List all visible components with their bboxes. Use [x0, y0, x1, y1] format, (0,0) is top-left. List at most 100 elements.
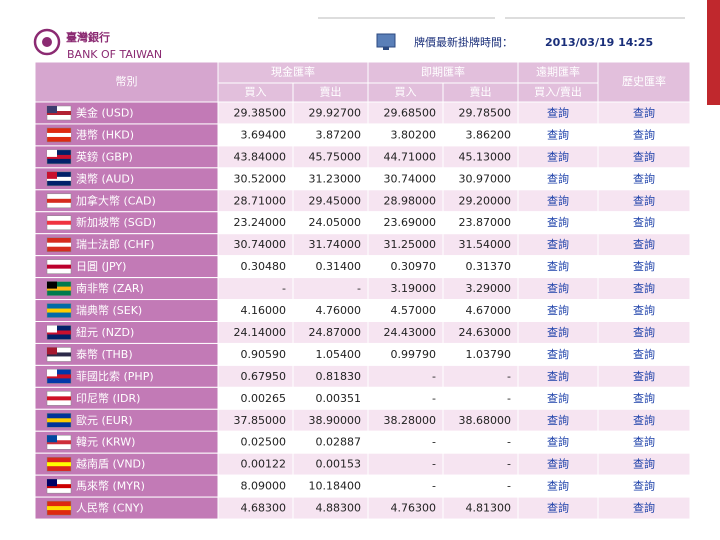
query-link[interactable]: 查詢: [633, 193, 655, 207]
flag-icon: [46, 456, 72, 472]
rate-value: 31.54000: [459, 238, 512, 251]
rate-value: 23.24000: [234, 216, 287, 229]
rate-value: 0.00122: [241, 458, 287, 471]
rate-value: 4.57000: [391, 304, 437, 317]
query-link[interactable]: 查詢: [547, 501, 569, 515]
rate-value: 29.45000: [309, 194, 362, 207]
query-link[interactable]: 查詢: [633, 281, 655, 295]
currency-name: 加拿大幣 (CAD): [76, 193, 156, 207]
query-link[interactable]: 查詢: [633, 105, 655, 119]
rate-value: 1.05400: [316, 348, 362, 361]
currency-name: 泰幣 (THB): [76, 347, 133, 361]
query-link[interactable]: 查詢: [547, 193, 569, 207]
query-link[interactable]: 查詢: [547, 281, 569, 295]
flag-icon: [46, 281, 72, 296]
query-link[interactable]: 查詢: [547, 237, 569, 251]
query-link[interactable]: 查詢: [633, 325, 655, 339]
rate-value: 0.81830: [316, 370, 362, 383]
header-cell: 幣別: [116, 75, 138, 88]
flag-canton: [47, 106, 57, 113]
rate-value: -: [282, 282, 286, 295]
rate-value: 31.74000: [309, 238, 362, 251]
rate-value: 23.69000: [384, 216, 437, 229]
rate-value: 31.23000: [309, 172, 362, 185]
rate-value: 3.87200: [316, 128, 362, 141]
rate-value: 4.76300: [391, 502, 437, 515]
query-link[interactable]: 查詢: [633, 391, 655, 405]
rate-value: 45.13000: [459, 150, 512, 163]
cell: [597, 496, 691, 520]
query-link[interactable]: 查詢: [547, 413, 569, 427]
query-link[interactable]: 查詢: [633, 215, 655, 229]
rate-value: -: [432, 458, 436, 471]
flag-icon: [46, 500, 72, 516]
rate-value: 38.28000: [384, 414, 437, 427]
query-link[interactable]: 查詢: [547, 325, 569, 339]
flag-icon: [46, 127, 72, 143]
rate-value: 29.78500: [459, 106, 512, 119]
rate-value: 3.19000: [391, 282, 437, 295]
query-link[interactable]: 查詢: [547, 171, 569, 185]
rate-value: 10.18400: [309, 480, 362, 493]
query-link[interactable]: 查詢: [547, 369, 569, 383]
rate-value: 0.00265: [241, 392, 287, 405]
rate-value: 0.02500: [241, 436, 287, 449]
flag-icon: [46, 105, 72, 121]
rate-value: 37.85000: [234, 414, 287, 427]
rate-value: 4.76000: [316, 304, 362, 317]
rate-value: -: [357, 282, 361, 295]
flag-icon: [46, 259, 72, 274]
query-link[interactable]: 查詢: [633, 303, 655, 317]
query-link[interactable]: 查詢: [633, 127, 655, 141]
flag-icon: [46, 478, 72, 494]
query-link[interactable]: 查詢: [633, 479, 655, 493]
query-link[interactable]: 查詢: [633, 171, 655, 185]
rate-value: 24.05000: [309, 216, 362, 229]
query-link[interactable]: 查詢: [547, 215, 569, 229]
monitor-icon: [376, 33, 396, 50]
rate-value: -: [507, 436, 511, 449]
query-link[interactable]: 查詢: [633, 369, 655, 383]
query-link[interactable]: 查詢: [547, 259, 569, 273]
currency-name: 日圓 (JPY): [76, 260, 126, 273]
subheader-cell: 賣出: [320, 85, 342, 99]
rate-value: 0.30970: [391, 260, 437, 273]
query-link[interactable]: 查詢: [633, 347, 655, 361]
rate-value: 24.87000: [309, 326, 362, 339]
accent-bar: [707, 0, 720, 105]
query-link[interactable]: 查詢: [547, 105, 569, 119]
query-link[interactable]: 查詢: [547, 303, 569, 317]
flag-icon: [46, 413, 72, 428]
query-link[interactable]: 查詢: [547, 479, 569, 493]
query-link[interactable]: 查詢: [633, 259, 655, 273]
currency-name: 紐元 (NZD): [76, 326, 134, 339]
rate-value: 4.67000: [466, 304, 512, 317]
rate-value: 3.69400: [241, 128, 287, 141]
query-link[interactable]: 查詢: [633, 237, 655, 251]
query-link[interactable]: 查詢: [547, 457, 569, 471]
rate-value: 1.03790: [466, 348, 512, 361]
rate-value: 24.43000: [384, 326, 437, 339]
logo-subtitle: BANK OF TAIWAN: [67, 48, 162, 61]
query-link[interactable]: 查詢: [547, 149, 569, 163]
query-link[interactable]: 查詢: [633, 413, 655, 427]
query-link[interactable]: 查詢: [547, 435, 569, 449]
rate-value: 3.80200: [391, 128, 437, 141]
currency-name: 澳幣 (AUD): [76, 172, 134, 185]
rate-value: 29.68500: [384, 106, 437, 119]
currency-name: 新加坡幣 (SGD): [76, 215, 156, 229]
rate-value: 45.75000: [309, 150, 362, 163]
query-link[interactable]: 查詢: [547, 127, 569, 141]
rate-value: -: [507, 370, 511, 383]
query-link[interactable]: 查詢: [633, 149, 655, 163]
flag-icon: [46, 347, 72, 362]
flag-band: [47, 286, 71, 291]
query-link[interactable]: 查詢: [633, 457, 655, 471]
query-link[interactable]: 查詢: [547, 391, 569, 405]
query-link[interactable]: 查詢: [633, 501, 655, 515]
rate-value: 4.68300: [241, 502, 287, 515]
query-link[interactable]: 查詢: [547, 347, 569, 361]
query-link[interactable]: 查詢: [633, 435, 655, 449]
subheader-cell: 賣出: [470, 85, 492, 99]
currency-name: 越南盾 (VND): [76, 457, 145, 471]
